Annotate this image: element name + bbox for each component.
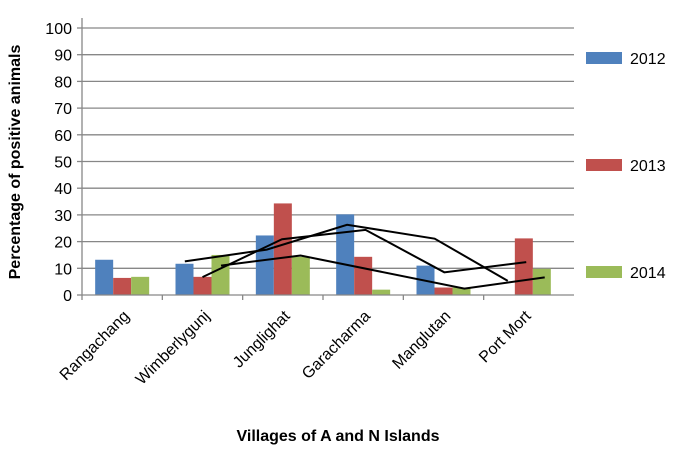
trendlines: [184, 223, 545, 290]
bar-2012-garacharma: [336, 214, 355, 295]
bars: [95, 203, 551, 295]
y-tick-label: 80: [54, 74, 72, 91]
y-tick-label: 0: [63, 288, 72, 305]
x-axis-title: Villages of A and N Islands: [236, 428, 439, 445]
bar-2012-rangachang: [95, 259, 114, 295]
legend-label-2014: 2014: [630, 265, 666, 282]
y-tick-label: 50: [54, 155, 72, 172]
y-tick-label: 100: [45, 21, 72, 38]
bar-2014-rangachang: [131, 276, 150, 295]
legend: 2012 2013 2014: [586, 51, 666, 282]
bar-2013-rangachang: [113, 277, 132, 295]
y-tick-label: 20: [54, 235, 72, 252]
bar-2014-port-mort: [532, 268, 551, 295]
bar-2014-wimberlygunj: [211, 254, 230, 295]
bar-2013-manglutan: [434, 287, 453, 295]
y-tick-label: 60: [54, 128, 72, 145]
y-tick-label: 90: [54, 48, 72, 65]
bar-2013-port-mort: [514, 238, 533, 295]
bar-2012-wimberlygunj: [175, 263, 194, 295]
y-tick-label: 10: [54, 261, 72, 278]
y-tick-label: 70: [54, 101, 72, 118]
bar-2014-manglutan: [452, 287, 471, 295]
bar-2014-garacharma: [372, 289, 391, 295]
x-tick-label: Junglighat: [230, 307, 294, 371]
trendline-1: [184, 223, 509, 282]
y-tick-label: 40: [54, 181, 72, 198]
y-tick-label: 30: [54, 208, 72, 225]
trendline-3: [220, 254, 545, 290]
bar-2013-junglighat: [273, 203, 292, 295]
x-tick-label: Wimberlygunj: [133, 308, 214, 389]
x-tick-label: Garacharma: [299, 308, 374, 383]
legend-swatch-2013: [586, 159, 622, 171]
legend-label-2012: 2012: [630, 51, 666, 68]
y-axis-title: Percentage of positive animals: [7, 45, 24, 280]
bar-2013-garacharma: [354, 256, 373, 295]
legend-label-2013: 2013: [630, 158, 666, 175]
bar-2013-wimberlygunj: [193, 276, 212, 295]
trendline-2: [202, 228, 527, 279]
x-tick-label: Rangachang: [57, 308, 133, 384]
legend-swatch-2014: [586, 266, 622, 278]
gridlines: [82, 27, 574, 269]
axes: 0 10 20 30 40 50 60 70 80 90 100 Rangachang Wimberly…: [45, 18, 574, 388]
legend-swatch-2012: [586, 52, 622, 64]
bar-2014-junglighat: [291, 256, 310, 295]
x-tick-label: Manglutan: [389, 308, 454, 373]
x-tick-label: Port Mort: [476, 307, 535, 366]
